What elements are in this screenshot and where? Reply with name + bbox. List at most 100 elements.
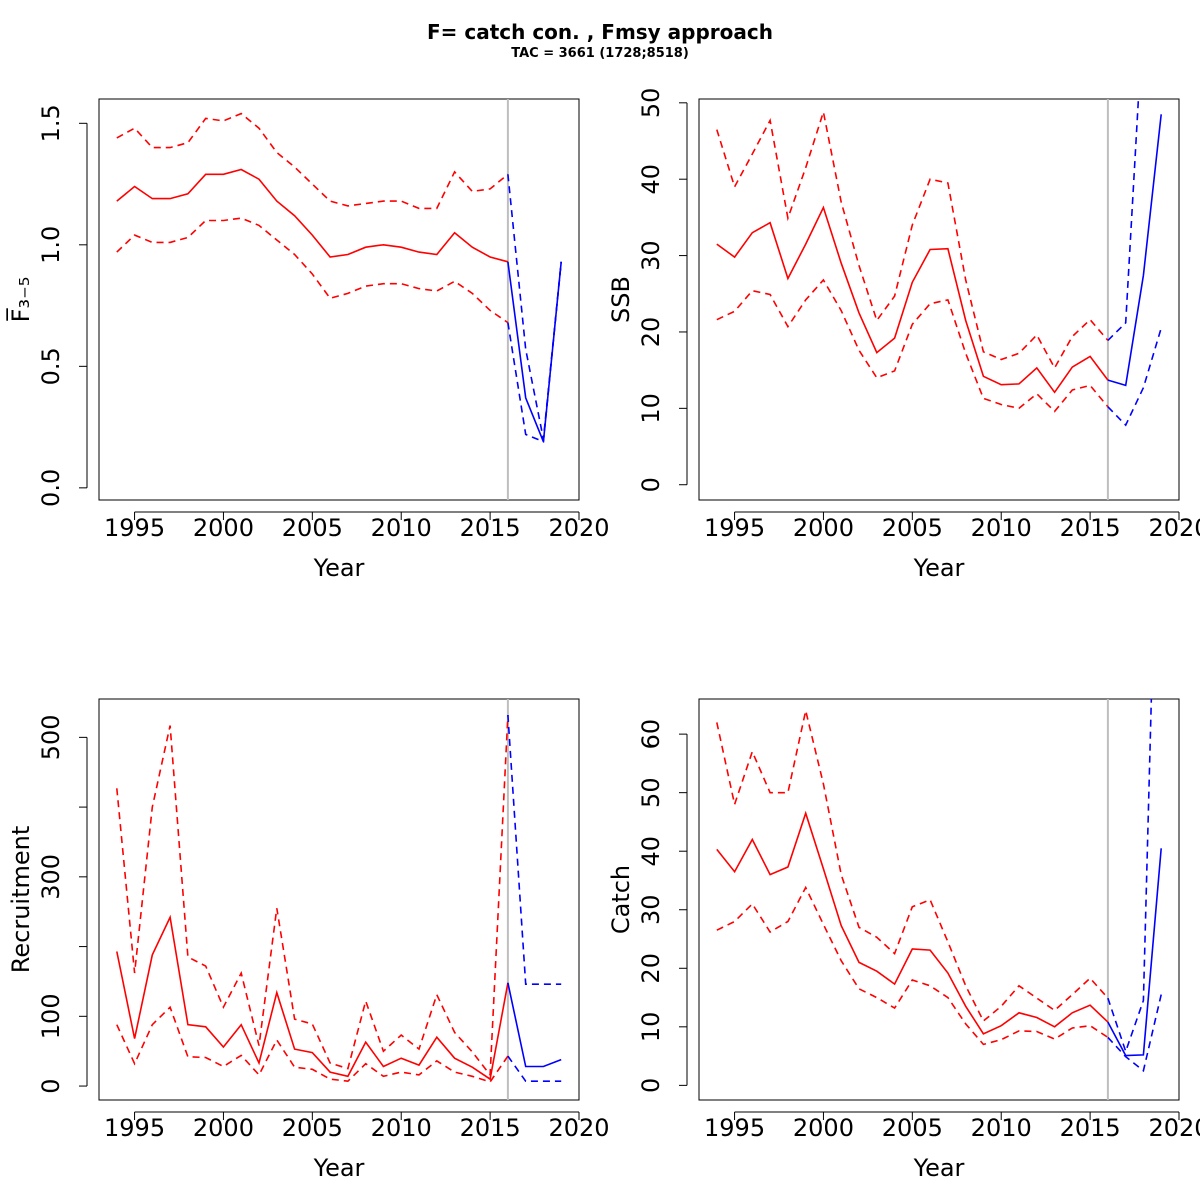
recruitment-plot-frame (98, 698, 580, 1101)
ssb-y-tick-label: 10 (637, 393, 665, 424)
ssb-plot-frame (698, 98, 1180, 501)
recruitment-x-tick-label: 2020 (548, 1114, 609, 1142)
chart-title: F= catch con. , Fmsy approach (426, 20, 774, 44)
f-series (116, 112, 562, 443)
recruitment-y-axis-label: Recruitment (7, 826, 35, 973)
ssb-y-tick-label: 20 (637, 317, 665, 348)
recruitment-x-tick-label: 2000 (193, 1114, 254, 1142)
recruitment-historic-lower-line (116, 1005, 509, 1083)
catch-panel: 1995 2000 2005 2010 2015 2020 Year 0 10 20 30 40 50 6… (607, 698, 1200, 1182)
recruitment-y-tick-label: 100 (37, 993, 65, 1039)
recruitment-y-tick-label: 500 (37, 714, 65, 760)
catch-y-axis: 0 10 20 30 40 50 60 (637, 719, 688, 1093)
recruitment-series (116, 714, 562, 1083)
recruitment-forecast-upper-line (507, 714, 562, 986)
ssb-y-axis-label: SSB (607, 276, 635, 323)
recruitment-forecast-median-line (507, 982, 562, 1068)
chart-subtitle: TAC = 3661 (1728;8518) (511, 46, 689, 61)
catch-historic-median-line (716, 810, 1109, 1035)
f-x-tick-label: 2020 (548, 514, 609, 542)
ssb-historic-lower-line (716, 278, 1109, 413)
ssb-forecast-upper-line (1107, 99, 1140, 341)
ssb-x-tick-label: 2000 (793, 514, 854, 542)
recruitment-y-tick-label: 0 (37, 1078, 65, 1093)
ssb-historic-upper-line (716, 111, 1109, 370)
ssb-x-axis-label: Year (913, 554, 965, 582)
f-panel: 1995 2000 2005 2010 2015 2020 Year 0.0 0.5 1.0 1.5… (6, 98, 610, 582)
f-forecast-lower-line (507, 261, 562, 443)
ssb-y-tick-label: 50 (637, 88, 665, 119)
recruitment-historic-upper-line (116, 714, 509, 1078)
ssb-forecast-lower-line (1107, 327, 1162, 427)
catch-y-axis-label: Catch (607, 865, 635, 934)
f-y-axis: 0.0 0.5 1.0 1.5 (37, 104, 88, 507)
f-forecast-upper-line (507, 174, 562, 440)
ssb-y-tick-label: 30 (637, 240, 665, 271)
catch-forecast-lower-line (1107, 994, 1162, 1073)
f-x-axis-label: Year (313, 554, 365, 582)
f-y-tick-label: 0.0 (37, 469, 65, 507)
catch-y-tick-label: 10 (637, 1012, 665, 1043)
catch-historic-lower-line (716, 885, 1109, 1046)
catch-x-tick-label: 2020 (1148, 1114, 1200, 1142)
f-x-tick-label: 2005 (282, 514, 343, 542)
f-plot-frame (98, 98, 580, 501)
ssb-x-tick-label: 2005 (882, 514, 943, 542)
recruitment-x-tick-label: 1995 (104, 1114, 165, 1142)
f-y-tick-label: 1.0 (37, 226, 65, 264)
ssb-series (716, 99, 1162, 427)
catch-y-tick-label: 50 (637, 777, 665, 808)
catch-x-axis-label: Year (913, 1154, 965, 1182)
f-x-tick-label: 2000 (193, 514, 254, 542)
ssb-forecast-median-line (1107, 114, 1162, 387)
recruitment-x-tick-label: 2005 (282, 1114, 343, 1142)
catch-y-tick-label: 0 (637, 1078, 665, 1093)
recruitment-x-tick-label: 2015 (460, 1114, 521, 1142)
catch-historic-upper-line (716, 710, 1109, 1023)
f-x-tick-label: 2010 (371, 514, 432, 542)
ssb-x-tick-label: 2015 (1060, 514, 1121, 542)
catch-y-tick-label: 30 (637, 894, 665, 925)
catch-y-tick-label: 40 (637, 836, 665, 867)
ssb-x-axis: 1995 2000 2005 2010 2015 2020 (704, 511, 1200, 542)
f-x-tick-label: 2015 (460, 514, 521, 542)
ssb-x-tick-label: 2020 (1148, 514, 1200, 542)
recruitment-forecast-lower-line (507, 1055, 562, 1082)
catch-x-tick-label: 2010 (971, 1114, 1032, 1142)
recruitment-y-axis: 0 100 300 500 (37, 714, 88, 1094)
f-historic-median-line (116, 168, 509, 263)
recruitment-panel: 1995 2000 2005 2010 2015 2020 Year 0 100 300 500 Re… (7, 698, 610, 1182)
catch-x-axis: 1995 2000 2005 2010 2015 2020 (704, 1111, 1200, 1142)
f-forecast-median-line (507, 261, 562, 442)
catch-forecast-upper-line (1107, 699, 1153, 1054)
f-y-tick-label: 0.5 (37, 347, 65, 385)
f-x-axis: 1995 2000 2005 2010 2015 2020 (104, 511, 610, 542)
recruitment-historic-median-line (116, 914, 509, 1081)
catch-forecast-median-line (1107, 848, 1162, 1057)
catch-x-tick-label: 1995 (704, 1114, 765, 1142)
recruitment-x-axis-label: Year (313, 1154, 365, 1182)
catch-x-tick-label: 2005 (882, 1114, 943, 1142)
catch-plot-frame (698, 698, 1180, 1101)
recruitment-y-tick-label: 300 (37, 854, 65, 900)
f-y-axis-label: F̅₃₋₅ (6, 277, 35, 323)
ssb-panel: 1995 2000 2005 2010 2015 2020 Year 0 10 20 30 40 50 S… (607, 88, 1200, 582)
catch-series (716, 699, 1162, 1073)
ssb-y-tick-label: 0 (637, 477, 665, 492)
f-historic-upper-line (116, 112, 509, 210)
catch-x-tick-label: 2000 (793, 1114, 854, 1142)
catch-y-tick-label: 20 (637, 953, 665, 984)
f-historic-lower-line (116, 217, 509, 324)
catch-x-tick-label: 2015 (1060, 1114, 1121, 1142)
recruitment-x-axis: 1995 2000 2005 2010 2015 2020 (104, 1111, 610, 1142)
f-x-tick-label: 1995 (104, 514, 165, 542)
catch-y-tick-label: 60 (637, 719, 665, 750)
f-y-tick-label: 1.5 (37, 104, 65, 142)
ssb-historic-median-line (716, 205, 1109, 394)
recruitment-x-tick-label: 2010 (371, 1114, 432, 1142)
ssb-y-tick-label: 40 (637, 164, 665, 195)
ssb-x-tick-label: 2010 (971, 514, 1032, 542)
ssb-x-tick-label: 1995 (704, 514, 765, 542)
ssb-y-axis: 0 10 20 30 40 50 (637, 88, 688, 492)
